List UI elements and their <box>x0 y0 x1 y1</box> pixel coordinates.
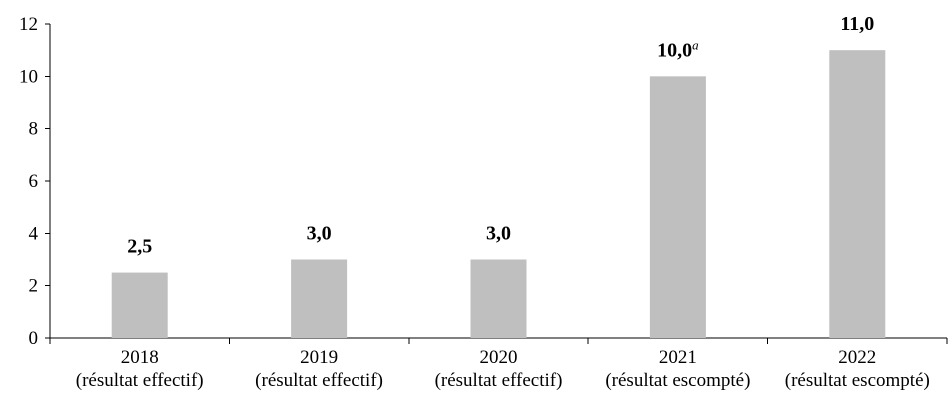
bar-2020 <box>470 259 527 338</box>
x-category-sublabel: (résultat effectif) <box>255 370 383 391</box>
data-label: 3,0 <box>486 223 511 245</box>
y-tick-label: 0 <box>29 328 39 349</box>
data-label-footnote-marker: a <box>692 37 699 52</box>
y-tick-label: 10 <box>19 66 38 87</box>
data-label-value: 3,0 <box>486 223 511 245</box>
data-label: 3,0 <box>307 223 332 245</box>
x-category-sublabel: (résultat effectif) <box>435 370 563 391</box>
bar-2022 <box>829 50 886 339</box>
y-tick-label: 8 <box>29 119 39 140</box>
x-category-label: 2020 <box>480 347 518 368</box>
x-category-label: 2018 <box>121 347 159 368</box>
data-label: 2,5 <box>127 236 152 258</box>
x-category-sublabel: (résultat effectif) <box>76 370 204 391</box>
data-label-value: 11,0 <box>840 13 874 35</box>
x-category-label: 2021 <box>659 347 697 368</box>
data-label: 10,0a <box>657 37 699 61</box>
x-category-sublabel: (résultat escompté) <box>785 370 930 391</box>
bar-2021 <box>649 76 706 338</box>
bar-2019 <box>291 259 348 338</box>
bar-2018 <box>111 272 168 338</box>
y-tick-label: 12 <box>19 14 38 35</box>
data-label: 11,0 <box>840 13 874 35</box>
data-label-value: 10,0 <box>657 39 692 61</box>
data-label-value: 2,5 <box>127 236 152 258</box>
data-label-value: 3,0 <box>307 223 332 245</box>
y-tick-label: 2 <box>29 276 39 297</box>
y-tick-label: 4 <box>29 223 39 244</box>
x-category-label: 2019 <box>300 347 338 368</box>
x-category-sublabel: (résultat escompté) <box>605 370 750 391</box>
y-tick-label: 6 <box>29 171 39 192</box>
x-category-label: 2022 <box>838 347 876 368</box>
